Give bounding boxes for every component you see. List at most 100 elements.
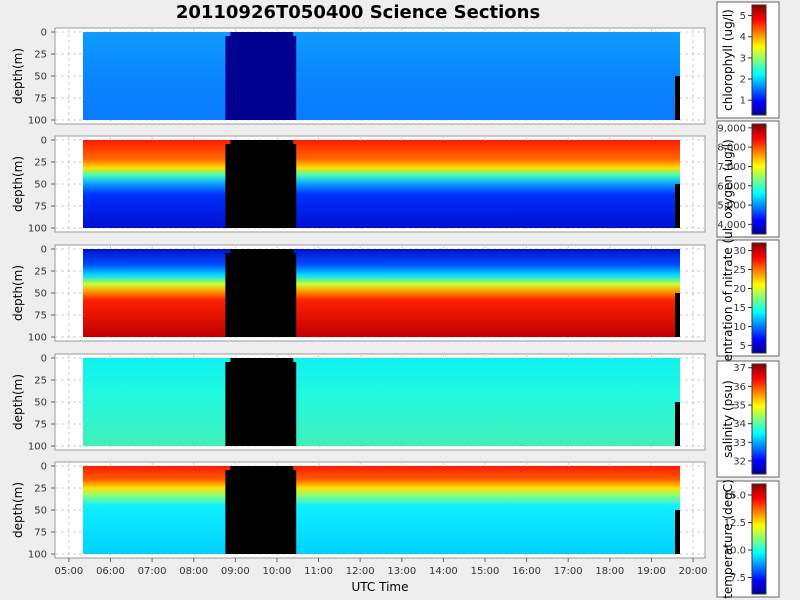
colorbar-gradient bbox=[751, 242, 767, 354]
colorbar-tick-label: 2 bbox=[740, 75, 746, 86]
colorbar-label: chlorophyll (ug/l) bbox=[721, 9, 735, 111]
data-gap bbox=[230, 249, 294, 337]
x-axis: 05:00 06:00 07:00 08:00 09:00 10:00 11:00 12:00… bbox=[54, 558, 707, 577]
x-tick-label: 13:00 bbox=[387, 566, 416, 577]
data-gap-edge bbox=[675, 76, 680, 120]
colorbar-tick-label: 8,000 bbox=[717, 143, 746, 154]
y-tick-label: 100 bbox=[28, 224, 47, 235]
x-tick-label: 12:00 bbox=[346, 566, 375, 577]
colorbar-tick-label: 1 bbox=[740, 96, 746, 107]
x-tick-label: 08:00 bbox=[179, 566, 208, 577]
colorbar-tick-label: 15 bbox=[733, 303, 746, 314]
panel-2: 0 25 50 75 100 depth(m) bbox=[11, 135, 706, 235]
y-tick-label: 0 bbox=[41, 245, 47, 256]
y-tick-label: 75 bbox=[34, 94, 47, 105]
colorbar-label: salinity (psu) bbox=[721, 380, 735, 458]
heatmap-field bbox=[83, 358, 680, 446]
y-axis-label: depth(m) bbox=[11, 265, 25, 321]
y-tick-label: 75 bbox=[34, 202, 47, 213]
colorbar-tick-label: 4 bbox=[740, 32, 746, 43]
colorbar-tick-label: 10.0 bbox=[724, 546, 746, 557]
x-tick-label: 20:00 bbox=[679, 566, 708, 577]
x-tick-label: 14:00 bbox=[429, 566, 458, 577]
x-tick-label: 09:00 bbox=[221, 566, 250, 577]
colorbar-2: 4,000 5,000 6,000 7,000 8,000 9,000 oxygen (ug… bbox=[716, 120, 780, 238]
colorbar-tick-label: 36 bbox=[733, 382, 746, 393]
colorbar-tick-label: 5 bbox=[740, 11, 746, 22]
panel-4: 0 25 50 75 100 depth(m) bbox=[11, 353, 706, 453]
y-tick-label: 100 bbox=[28, 442, 47, 453]
colorbar-tick-label: 5,000 bbox=[717, 201, 746, 212]
colorbar-tick-label: 20 bbox=[733, 284, 746, 295]
x-tick-label: 11:00 bbox=[304, 566, 333, 577]
heatmap-field bbox=[83, 466, 680, 554]
heatmap-field bbox=[83, 140, 680, 228]
data-gap-edge bbox=[675, 184, 680, 228]
y-tick-label: 25 bbox=[34, 484, 47, 495]
colorbar-tick-label: 5 bbox=[740, 341, 746, 352]
y-axis-label: depth(m) bbox=[11, 374, 25, 430]
x-tick-label: 10:00 bbox=[263, 566, 292, 577]
x-axis-label: UTC Time bbox=[352, 580, 409, 594]
y-tick-label: 75 bbox=[34, 528, 47, 539]
data-gap bbox=[230, 358, 294, 446]
x-tick-label: 06:00 bbox=[96, 566, 125, 577]
colorbar-frame bbox=[716, 1, 780, 119]
heatmap-field bbox=[83, 249, 680, 337]
y-tick-label: 50 bbox=[34, 506, 47, 517]
colorbar-tick-label: 34 bbox=[733, 419, 746, 430]
colorbar-frame bbox=[716, 360, 780, 478]
y-tick-label: 0 bbox=[41, 462, 47, 473]
colorbar-gradient bbox=[751, 4, 767, 116]
colorbar-tick-label: 32 bbox=[733, 456, 746, 467]
x-tick-label: 17:00 bbox=[554, 566, 583, 577]
data-gap bbox=[230, 32, 294, 120]
y-tick-label: 0 bbox=[41, 354, 47, 365]
x-tick-label: 18:00 bbox=[595, 566, 624, 577]
colorbar-gradient bbox=[751, 363, 767, 475]
colorbar-1: 1 2 3 4 5 chlorophyll (ug/l) bbox=[716, 1, 780, 119]
x-tick-label: 07:00 bbox=[138, 566, 167, 577]
y-tick-label: 100 bbox=[28, 333, 47, 344]
colorbar-tick-label: 35 bbox=[733, 401, 746, 412]
colorbar-tick-label: 7,000 bbox=[717, 162, 746, 173]
y-tick-label: 75 bbox=[34, 420, 47, 431]
x-tick-label: 05:00 bbox=[54, 566, 83, 577]
data-gap-edge bbox=[675, 293, 680, 337]
colorbar-label: oxygen (ug/l) bbox=[721, 139, 735, 219]
colorbar-tick-label: 9,000 bbox=[717, 123, 746, 134]
colorbar-frame bbox=[716, 120, 780, 238]
colorbar-tick-label: 15.0 bbox=[724, 491, 746, 502]
panel-3: 0 25 50 75 100 depth(m) bbox=[11, 244, 706, 344]
data-gap-edge bbox=[675, 402, 680, 446]
data-gap bbox=[230, 466, 294, 554]
x-tick-label: 15:00 bbox=[471, 566, 500, 577]
colorbar-tick-label: 37 bbox=[733, 363, 746, 374]
colorbar-tick-label: 7.5 bbox=[730, 573, 746, 584]
y-tick-label: 50 bbox=[34, 398, 47, 409]
colorbar-label: centration of nitrate (ul bbox=[721, 228, 735, 368]
colorbar-tick-label: 6,000 bbox=[717, 181, 746, 192]
panel-5: 0 25 50 75 100 depth(m) bbox=[11, 461, 706, 561]
heatmap-field bbox=[83, 32, 680, 120]
chart-title: 20110926T050400 Science Sections bbox=[176, 2, 540, 23]
y-tick-label: 0 bbox=[41, 136, 47, 147]
colorbar-frame bbox=[716, 239, 780, 357]
colorbar-gradient bbox=[751, 123, 767, 235]
x-tick-label: 16:00 bbox=[512, 566, 541, 577]
y-tick-label: 25 bbox=[34, 376, 47, 387]
y-tick-label: 100 bbox=[28, 116, 47, 127]
y-tick-label: 50 bbox=[34, 72, 47, 83]
y-axis-label: depth(m) bbox=[11, 482, 25, 538]
colorbar-tick-label: 25 bbox=[733, 265, 746, 276]
colorbar-4: 32 33 34 35 36 37 salinity (psu) bbox=[716, 360, 780, 478]
y-tick-label: 50 bbox=[34, 289, 47, 300]
colorbar-tick-label: 10 bbox=[733, 322, 746, 333]
y-tick-label: 25 bbox=[34, 267, 47, 278]
y-tick-label: 25 bbox=[34, 50, 47, 61]
y-tick-label: 25 bbox=[34, 158, 47, 169]
y-tick-label: 100 bbox=[28, 550, 47, 561]
y-axis-label: depth(m) bbox=[11, 48, 25, 104]
